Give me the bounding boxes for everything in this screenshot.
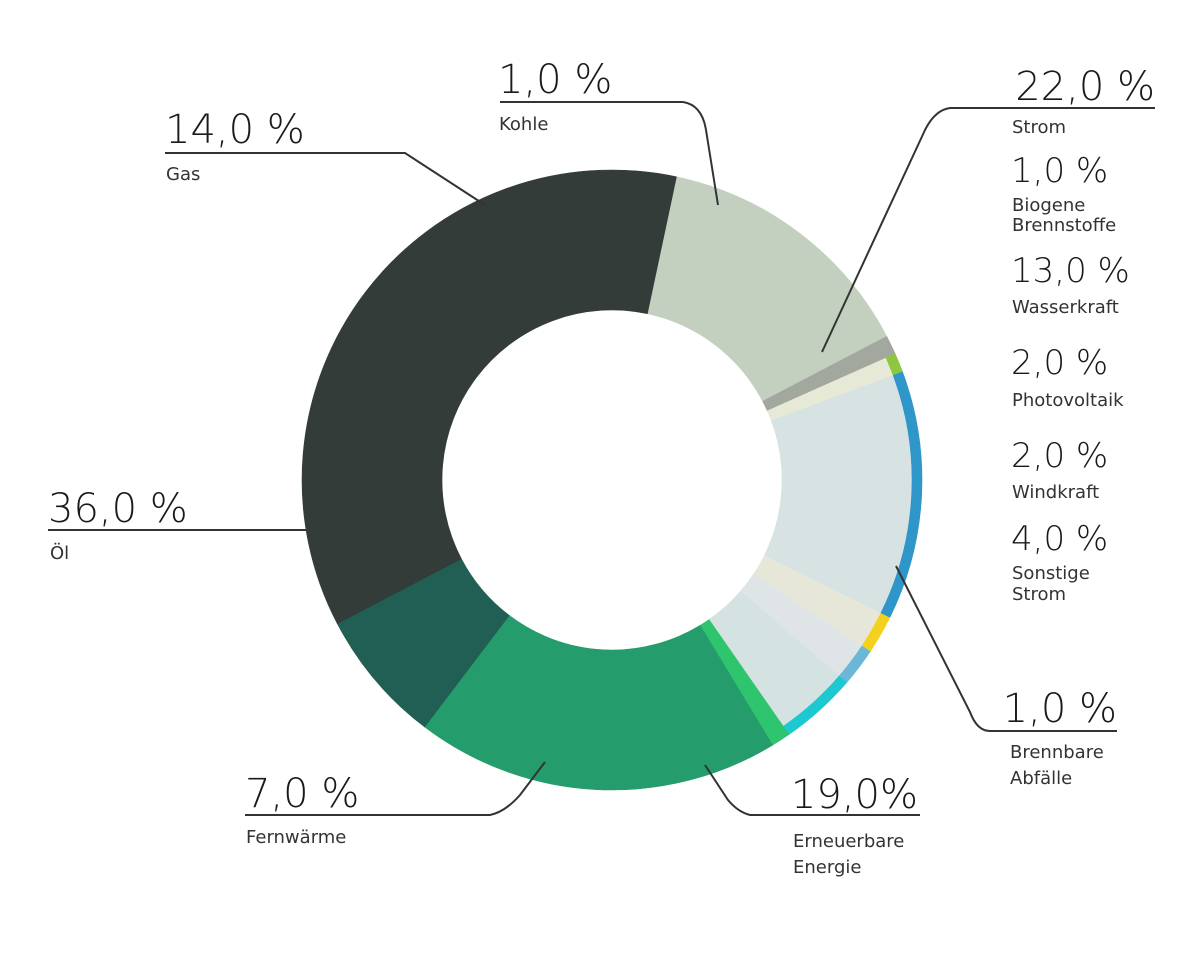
name-strom: Strom	[1012, 117, 1066, 138]
value-oel: 36,0 %	[48, 486, 188, 532]
leader-line-gas	[165, 152, 486, 206]
name-sonstige-line1: Sonstige	[1012, 563, 1090, 584]
label-strom: 22,0 % Strom	[1012, 64, 1155, 138]
label-fernwaerme: 7,0 % Fernwärme	[245, 771, 359, 848]
name-erneuerbare-line2: Energie	[793, 857, 861, 878]
slice-erneuerbare	[424, 614, 774, 791]
name-gas: Gas	[166, 164, 200, 185]
label-windkraft: 2,0 % Windkraft	[1011, 436, 1108, 503]
leader-line-kohle	[500, 101, 719, 206]
name-brennbare-line1: Brennbare	[1010, 742, 1104, 763]
name-biogene-line2: Brennstoffe	[1012, 215, 1116, 236]
name-erneuerbare-line1: Erneuerbare	[793, 831, 904, 852]
name-photovoltaik: Photovoltaik	[1012, 390, 1124, 411]
label-kohle: 1,0 % Kohle	[498, 57, 612, 135]
label-wasserkraft: 13,0 % Wasserkraft	[1011, 251, 1130, 318]
donut-ring	[301, 169, 923, 791]
value-brennbare: 1,0 %	[1003, 686, 1117, 732]
label-gas: 14,0 % Gas	[165, 107, 305, 185]
leader-line-brennbare	[895, 565, 1117, 732]
value-strom: 22,0 %	[1015, 64, 1155, 110]
value-sonstige: 4,0 %	[1011, 519, 1108, 559]
value-kohle: 1,0 %	[498, 57, 612, 103]
name-brennbare-line2: Abfälle	[1010, 768, 1072, 789]
name-oel: Öl	[50, 542, 69, 564]
label-erneuerbare: 19,0% Erneuerbare Energie	[791, 772, 918, 878]
name-wasserkraft: Wasserkraft	[1012, 297, 1119, 318]
leader-line-strom	[821, 107, 1155, 353]
value-gas: 14,0 %	[165, 107, 305, 153]
leader-line-fernwaerme	[245, 761, 546, 816]
name-biogene-line1: Biogene	[1012, 195, 1085, 216]
label-oel: 36,0 % Öl	[48, 486, 188, 564]
label-sonstige: 4,0 % Sonstige Strom	[1011, 519, 1108, 605]
value-erneuerbare: 19,0%	[791, 772, 918, 818]
label-underlines	[48, 101, 1155, 816]
value-photovoltaik: 2,0 %	[1011, 343, 1108, 383]
value-windkraft: 2,0 %	[1011, 436, 1108, 476]
value-fernwaerme: 7,0 %	[245, 771, 359, 817]
name-windkraft: Windkraft	[1012, 482, 1099, 503]
label-photovoltaik: 2,0 % Photovoltaik	[1011, 343, 1124, 411]
name-sonstige-line2: Strom	[1012, 584, 1066, 605]
value-biogene: 1,0 %	[1011, 151, 1108, 191]
name-kohle: Kohle	[499, 114, 548, 135]
label-brennbare: 1,0 % Brennbare Abfälle	[1003, 686, 1117, 789]
value-wasserkraft: 13,0 %	[1011, 251, 1130, 291]
slice-gas	[646, 176, 888, 402]
leader-line-erneuerbare	[704, 764, 920, 816]
slice-oel	[301, 169, 677, 625]
name-fernwaerme: Fernwärme	[246, 827, 346, 848]
label-biogene: 1,0 % Biogene Brennstoffe	[1011, 151, 1116, 236]
